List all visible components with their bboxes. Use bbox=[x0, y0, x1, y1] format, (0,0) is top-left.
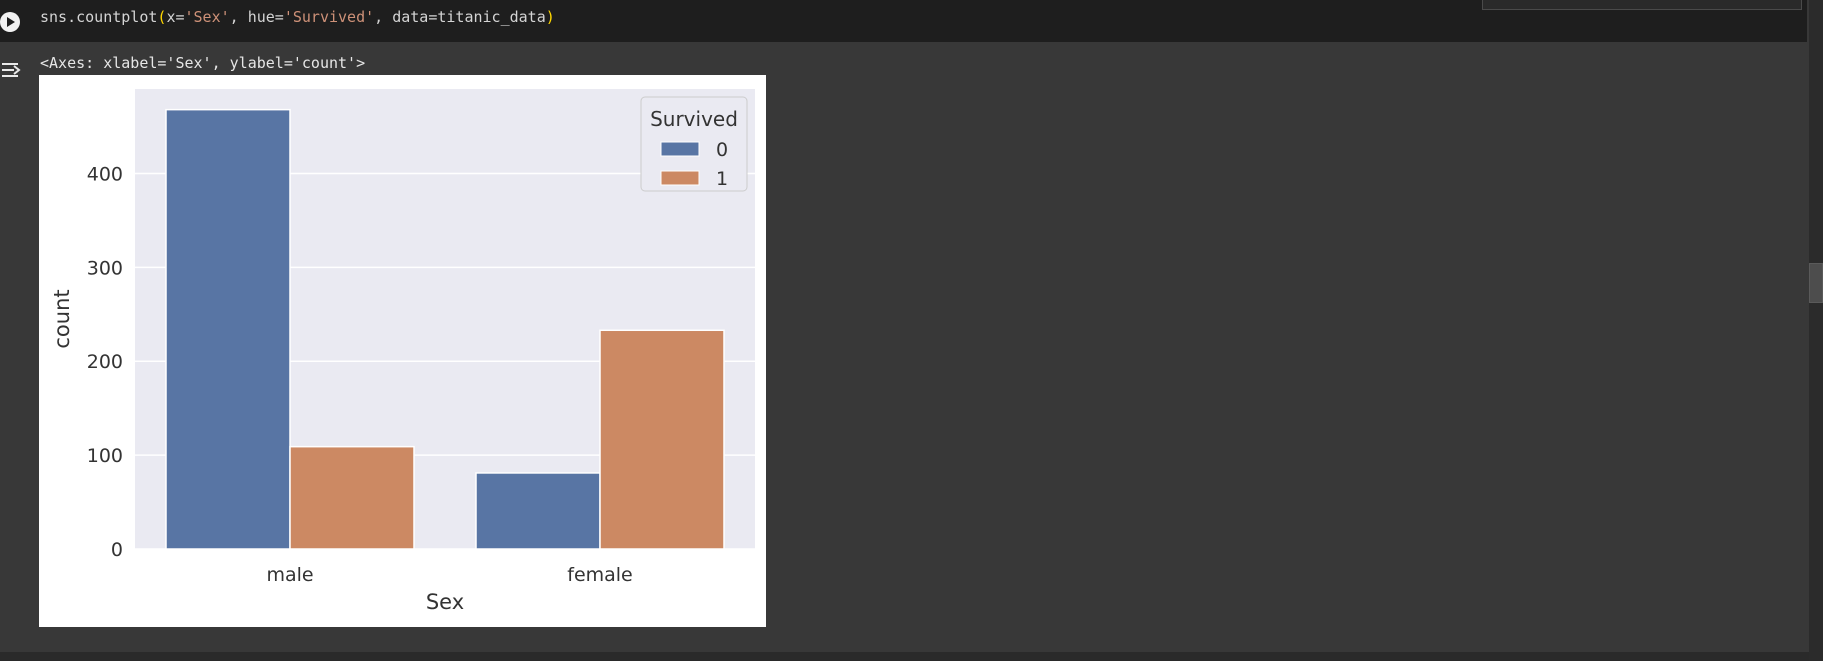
y-axis-label: count bbox=[50, 289, 74, 348]
code-token: , hue= bbox=[229, 8, 284, 26]
x-tick-label: female bbox=[567, 564, 633, 586]
code-token: ( bbox=[157, 8, 167, 26]
legend-title: Survived bbox=[650, 107, 738, 131]
legend-swatch-0 bbox=[660, 141, 700, 157]
legend-label: 1 bbox=[716, 168, 728, 190]
x-axis-label: Sex bbox=[426, 590, 464, 614]
code-token: sns.countplot bbox=[40, 8, 158, 26]
code-token: ) bbox=[545, 8, 555, 26]
x-tick-label: male bbox=[266, 564, 313, 586]
countplot-figure: 0 100 200 300 400 male female count Sex Surviv… bbox=[39, 75, 766, 627]
legend-label: 0 bbox=[716, 139, 728, 161]
y-tick-label: 0 bbox=[111, 539, 123, 561]
code-token: 'Sex' bbox=[184, 8, 230, 26]
scrollbar-thumb[interactable] bbox=[1809, 263, 1823, 303]
bottom-status-strip bbox=[0, 652, 1809, 661]
code-editor-line[interactable]: sns.countplot(x='Sex', hue='Survived', d… bbox=[40, 8, 555, 26]
scrollbar-track[interactable] bbox=[1809, 0, 1823, 661]
top-right-panel bbox=[1482, 0, 1802, 10]
run-cell-button[interactable] bbox=[0, 12, 20, 32]
bar-male-survived-0 bbox=[165, 108, 291, 550]
countplot-chart: 0 100 200 300 400 male female count Sex Surviv… bbox=[50, 89, 755, 614]
legend: Survived 0 1 bbox=[640, 96, 748, 192]
bar-female-survived-1 bbox=[599, 329, 725, 550]
code-token: , data=titanic_data bbox=[374, 8, 546, 26]
y-tick-label: 400 bbox=[87, 163, 123, 185]
bar-male-survived-1 bbox=[289, 445, 415, 550]
axes-repr-text: <Axes: xlabel='Sex', ylabel='count'> bbox=[40, 54, 366, 72]
code-token: x= bbox=[166, 8, 185, 26]
legend-swatch-1 bbox=[660, 170, 700, 186]
y-tick-label: 100 bbox=[87, 445, 123, 467]
output-actions-icon[interactable] bbox=[0, 60, 22, 82]
bar-female-survived-0 bbox=[475, 472, 601, 550]
y-tick-label: 300 bbox=[87, 257, 123, 279]
code-token: 'Survived' bbox=[283, 8, 375, 26]
y-tick-label: 200 bbox=[87, 351, 123, 373]
